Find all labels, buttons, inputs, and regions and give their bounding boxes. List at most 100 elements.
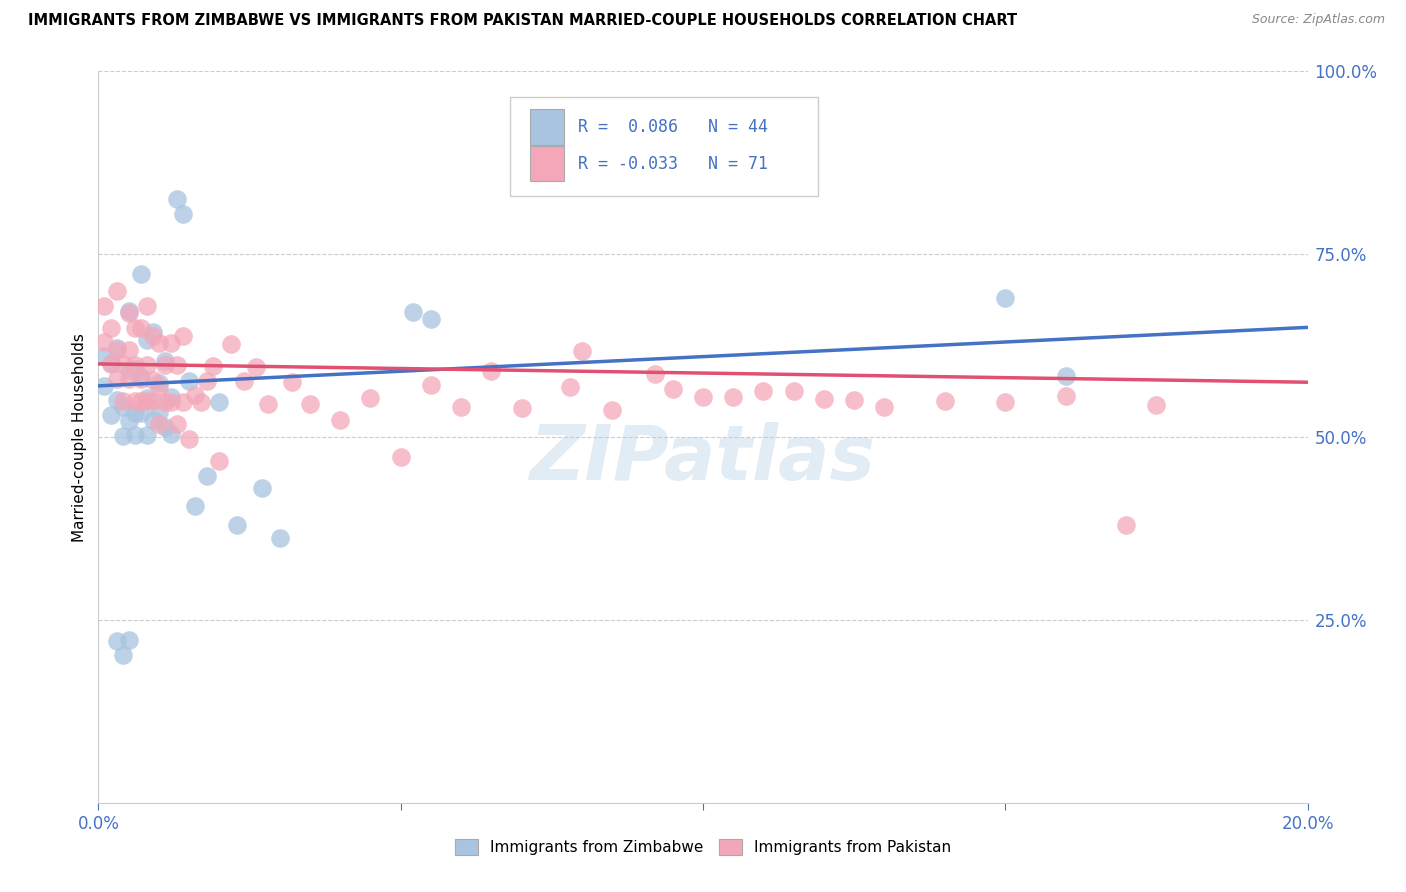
Point [105,343,128,357]
Point [118,633,141,648]
Point [208,454,231,468]
Text: ZIPatlas: ZIPatlas [530,422,876,496]
Point [105,634,128,648]
Point [142,413,165,427]
Point [93,349,115,363]
Point [813,392,835,406]
Point [153,394,176,409]
Point [124,358,146,372]
Point [360,391,382,405]
Point [129,406,152,420]
Point [129,394,152,409]
Point [142,373,165,387]
Point [299,397,322,411]
Point [160,390,183,404]
Point [124,428,146,442]
Point [208,395,231,409]
Point [129,321,152,335]
Point [135,391,157,405]
Point [190,395,212,409]
Text: Source: ZipAtlas.com: Source: ZipAtlas.com [1251,13,1385,27]
Point [118,306,141,320]
Point [111,400,134,414]
Point [135,299,157,313]
Point [111,393,134,408]
Point [558,380,581,394]
Point [172,329,194,343]
Point [389,450,412,465]
Point [129,369,152,384]
Point [118,343,141,357]
Point [221,337,243,351]
Point [148,405,170,419]
Point [202,359,225,373]
Point [510,401,533,416]
Point [184,499,207,513]
Point [420,311,443,326]
Point [166,192,188,206]
Point [148,336,170,351]
Point [129,267,152,281]
Point [100,320,122,334]
Point [481,364,503,378]
Point [1054,368,1077,383]
Point [873,401,896,415]
Point [994,291,1017,305]
Point [93,335,115,350]
Point [179,432,201,446]
Point [571,343,593,358]
Point [226,518,249,533]
Point [250,481,273,495]
Point [142,328,165,343]
Point [100,356,122,370]
Point [692,390,714,404]
Point [105,342,128,356]
Point [111,357,134,371]
Point [844,392,866,407]
Point [232,374,254,388]
Point [153,358,176,372]
Point [153,353,176,368]
Point [118,304,141,318]
Point [135,427,157,442]
Point [105,372,128,386]
Point [195,468,218,483]
Point [118,414,141,428]
Point [644,367,666,381]
Point [148,380,170,394]
Point [93,299,115,313]
Point [124,406,146,420]
Text: R = -0.033   N = 71: R = -0.033 N = 71 [578,154,769,172]
Point [172,206,194,220]
Point [124,394,146,409]
Point [269,531,291,545]
Point [1115,517,1137,532]
FancyBboxPatch shape [530,146,564,181]
Point [179,375,201,389]
Point [281,375,304,389]
Point [1144,398,1167,412]
Point [118,372,141,386]
Point [934,394,956,409]
Point [135,394,157,409]
Point [1054,389,1077,403]
Point [160,426,183,441]
Point [148,417,170,431]
Point [135,333,157,347]
Point [783,384,806,399]
Point [172,395,194,409]
Text: R =  0.086   N = 44: R = 0.086 N = 44 [578,118,769,136]
Point [118,363,141,377]
Point [148,376,170,390]
FancyBboxPatch shape [509,97,818,195]
Point [100,357,122,371]
Point [166,359,188,373]
Point [450,400,472,414]
Point [100,408,122,422]
Point [402,305,425,319]
Point [142,325,165,339]
Point [160,394,183,409]
Point [93,378,115,392]
Point [135,358,157,372]
Point [994,395,1017,409]
